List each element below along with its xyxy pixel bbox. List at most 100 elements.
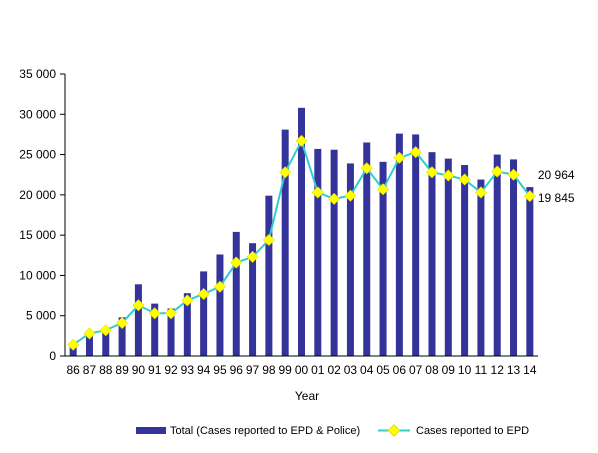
x-tick-label: 06 bbox=[393, 363, 407, 377]
x-tick-label: 95 bbox=[213, 363, 227, 377]
annotations: 20 964 19 845 bbox=[538, 168, 575, 205]
bar bbox=[461, 165, 469, 356]
x-tick-label: 13 bbox=[507, 363, 521, 377]
line-point bbox=[246, 250, 259, 263]
bar bbox=[444, 158, 452, 356]
line-point bbox=[491, 165, 504, 178]
x-tick-label: 10 bbox=[458, 363, 472, 377]
legend-item-epd: Cases reported to EPD bbox=[378, 424, 529, 437]
line-point bbox=[442, 169, 455, 182]
y-tick-label: 5 000 bbox=[26, 309, 56, 323]
bar bbox=[118, 317, 126, 356]
bar bbox=[265, 195, 273, 356]
bar bbox=[151, 303, 159, 356]
x-tick-label: 91 bbox=[148, 363, 162, 377]
bar bbox=[134, 284, 142, 356]
bar bbox=[167, 308, 175, 356]
x-tick-label: 07 bbox=[409, 363, 423, 377]
x-tick-label: 12 bbox=[491, 363, 505, 377]
x-tick-label: 14 bbox=[523, 363, 537, 377]
line-point bbox=[213, 280, 226, 293]
data-label: 19 845 bbox=[538, 191, 575, 205]
x-axis-title: Year bbox=[295, 389, 319, 403]
bar bbox=[330, 149, 338, 356]
bar bbox=[363, 142, 371, 356]
line-point bbox=[230, 256, 243, 269]
bar bbox=[346, 163, 354, 356]
line-point bbox=[311, 186, 324, 199]
legend-item-total: Total (Cases reported to EPD & Police) bbox=[136, 425, 360, 437]
x-tick-label: 86 bbox=[66, 363, 80, 377]
bar bbox=[85, 335, 93, 356]
line-series-epd bbox=[67, 134, 536, 351]
bar bbox=[526, 187, 534, 356]
data-label: 20 964 bbox=[538, 168, 575, 182]
legend-swatch-total bbox=[136, 427, 166, 434]
x-tick-label: 98 bbox=[262, 363, 276, 377]
bar bbox=[428, 152, 436, 356]
bar bbox=[249, 243, 257, 356]
x-tick-label: 11 bbox=[475, 363, 488, 377]
y-tick-label: 30 000 bbox=[19, 107, 56, 121]
legend: Total (Cases reported to EPD & Police) C… bbox=[136, 424, 529, 437]
y-axis: 0 5 000 10 000 15 000 20 000 25 000 30 000 35 0… bbox=[19, 67, 66, 363]
line-point bbox=[165, 307, 178, 320]
line-point bbox=[328, 192, 341, 205]
x-tick-label: 00 bbox=[295, 363, 309, 377]
y-tick-label: 35 000 bbox=[19, 67, 56, 81]
bar bbox=[412, 134, 420, 356]
bar bbox=[102, 331, 110, 356]
bar bbox=[477, 179, 485, 356]
bar bbox=[200, 271, 208, 356]
x-tick-label: 08 bbox=[425, 363, 439, 377]
line-point bbox=[409, 146, 422, 159]
legend-label-total: Total (Cases reported to EPD & Police) bbox=[170, 425, 360, 437]
bar bbox=[379, 161, 387, 356]
x-tick-label: 02 bbox=[327, 363, 341, 377]
x-tick-label: 87 bbox=[83, 363, 97, 377]
x-tick-label: 03 bbox=[344, 363, 358, 377]
line-point bbox=[132, 299, 145, 312]
x-tick-label: 05 bbox=[376, 363, 390, 377]
bar bbox=[232, 231, 240, 356]
line-point bbox=[393, 151, 406, 164]
bar bbox=[298, 107, 305, 356]
x-tick-label: 92 bbox=[164, 363, 178, 377]
line-point bbox=[197, 287, 210, 300]
line-point bbox=[181, 294, 194, 307]
x-tick-label: 96 bbox=[230, 363, 244, 377]
y-tick-label: 25 000 bbox=[19, 148, 56, 162]
x-tick-label: 04 bbox=[360, 363, 374, 377]
legend-label-epd: Cases reported to EPD bbox=[416, 425, 529, 437]
bar-series-total bbox=[69, 107, 534, 356]
line-point bbox=[279, 166, 292, 179]
legend-marker-epd bbox=[387, 424, 401, 437]
line-point bbox=[295, 134, 308, 147]
x-tick-label: 97 bbox=[246, 363, 260, 377]
y-tick-label: 0 bbox=[49, 349, 56, 363]
line-point bbox=[83, 327, 96, 340]
line-point bbox=[148, 307, 161, 320]
bar bbox=[216, 254, 224, 356]
line-point bbox=[507, 168, 520, 181]
x-tick-label: 99 bbox=[279, 363, 293, 377]
line-point bbox=[116, 316, 129, 329]
bar bbox=[314, 148, 322, 356]
bar bbox=[493, 154, 501, 356]
y-tick-label: 20 000 bbox=[19, 188, 56, 202]
bar bbox=[510, 159, 518, 356]
bar bbox=[395, 133, 403, 356]
bar bbox=[183, 293, 191, 356]
line-point bbox=[360, 162, 373, 175]
line-point bbox=[458, 173, 471, 186]
x-tick-label: 09 bbox=[442, 363, 456, 377]
line-point bbox=[67, 338, 80, 351]
y-tick-label: 15 000 bbox=[19, 228, 56, 242]
x-tick-label: 89 bbox=[115, 363, 129, 377]
x-tick-label: 94 bbox=[197, 363, 211, 377]
line-point bbox=[474, 186, 487, 199]
line-point bbox=[425, 166, 438, 179]
line-point bbox=[377, 183, 390, 196]
